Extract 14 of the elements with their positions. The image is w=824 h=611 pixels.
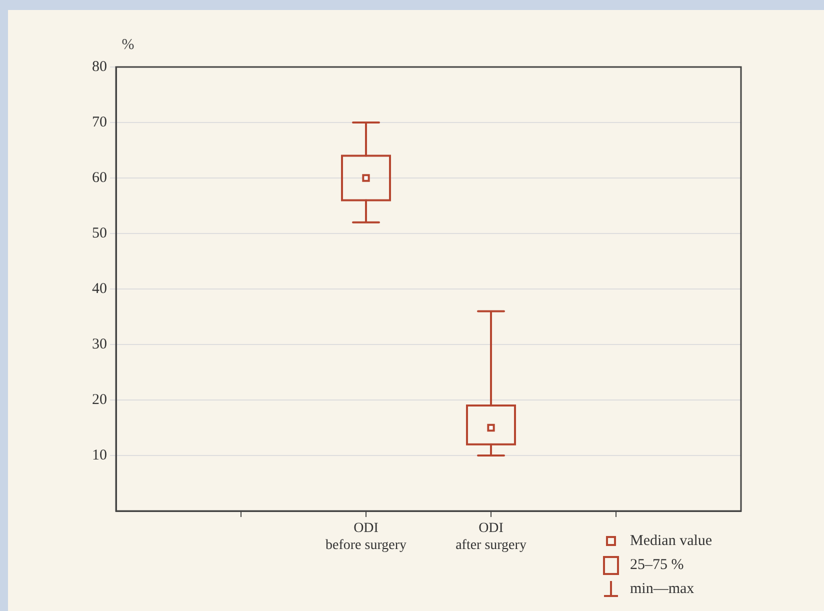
x-tick-label: ODI after surgery (456, 521, 526, 553)
y-tick-label: 30 (92, 336, 107, 352)
y-tick-label: 40 (92, 280, 107, 297)
y-axis-title: % (122, 37, 134, 53)
y-tick-label: 50 (92, 225, 107, 242)
text: min—max (630, 580, 694, 598)
y-tick-label: 20 (92, 392, 107, 408)
x-tick-label: ODI before surgery (326, 521, 406, 553)
y-tick-label: 70 (92, 114, 107, 130)
text: 25–75 % (630, 556, 684, 574)
text: Median value (630, 532, 712, 550)
y-tick-label: 80 (92, 58, 107, 75)
y-tick-label: 10 (92, 447, 107, 464)
y-tick-label: 60 (92, 170, 107, 186)
